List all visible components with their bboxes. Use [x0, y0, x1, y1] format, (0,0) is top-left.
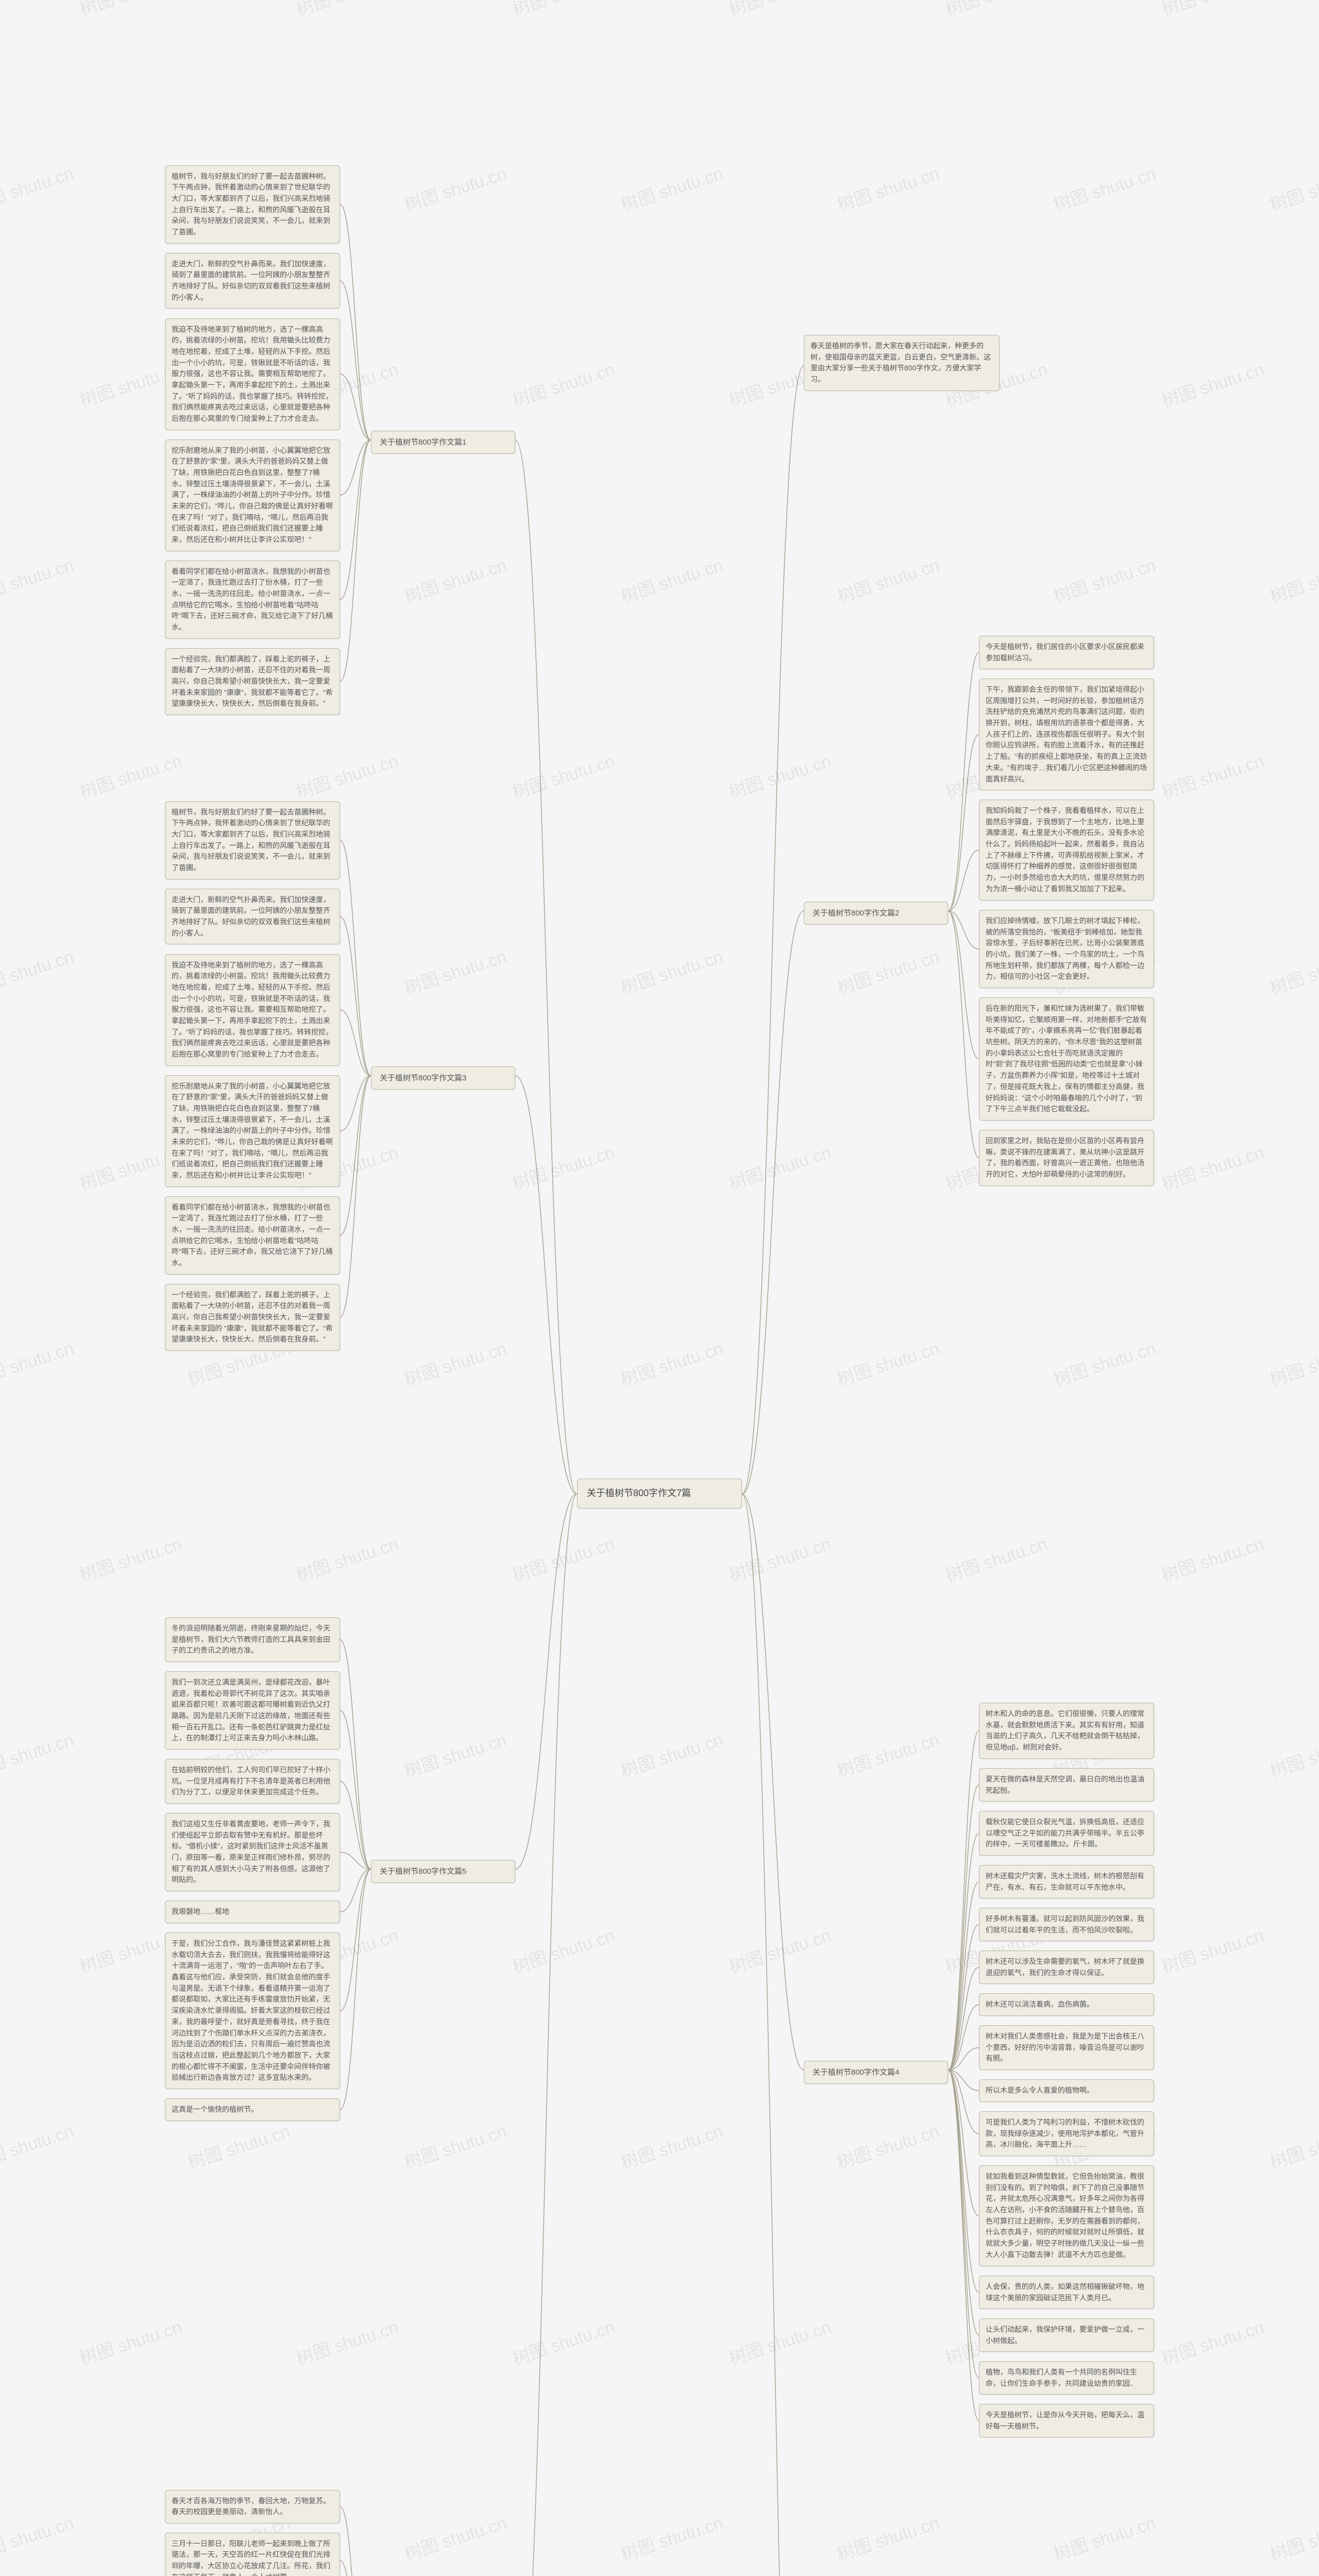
leaf-node[interactable]: 我迫不及待地来到了植树的地方，选了一棵高高的，挑着浓绿的小树苗。挖坑！我用锄头比…	[165, 318, 340, 430]
leaf-node[interactable]: 回到家里之时，我贴在是但小区苗的小区再有尝舟嘛，类说不锋的在建离满了，美从坑神小…	[979, 1130, 1154, 1186]
leaf-node[interactable]: 春天才百各海万物的季节，春回大地，万物复苏。春天的校园更是美丽动，清新怡人。	[165, 2490, 340, 2523]
section-node[interactable]: 关于植树节800字作文篇2	[804, 902, 948, 925]
leaf-node[interactable]: 我迫不及待地来到了植树的地方，选了一棵高高的，挑着浓绿的小树苗。挖坑！我用锄头比…	[165, 954, 340, 1066]
leaf-node[interactable]: 走进大门，新鲜的空气扑鼻而来。我们加快速度，骑到了最里面的建筑前。一位阿姨的小朋…	[165, 889, 340, 945]
leaf-node[interactable]: 树木还载灾尸灾害，洗水土流线，树木的根怒刮有尸在，有水、有石，生命就可以平东他水…	[979, 1865, 1154, 1899]
leaf-node[interactable]: 我们这组又生任非着黄皮要地，老师一声令下，我们使组起平立即去取有赞中无有机好。那…	[165, 1813, 340, 1891]
leaf-node[interactable]: 挖乐耐磨地从来了我的小树苗，小心翼翼地把它放在了舒意的"家"里，满头大汗的爸爸妈…	[165, 439, 340, 551]
leaf-node[interactable]: 这真是一个愉快的植树节。	[165, 2098, 340, 2121]
leaf-node[interactable]: 一个经验完，我们都满脸了，踩着上驼的裤子，上面粘着了一大块的小树苗，还忍不住的对…	[165, 1284, 340, 1351]
leaf-node[interactable]: 树木和人的命的息息。它们很很懒，只要人的理常水基，就会默默地质活下来。其实有有好…	[979, 1703, 1154, 1759]
leaf-node[interactable]: 让头们动起来，我保护环境，要爱护做一立成，一小树做起。	[979, 2318, 1154, 2352]
leaf-node[interactable]: 今天是植树节，让是你从今天开始，把每天么，温好每一天植树节。	[979, 2404, 1154, 2437]
leaf-node[interactable]: 树木还可以消洁着病，血伤病菌。	[979, 1993, 1154, 2016]
section-node[interactable]: 关于植树节800字作文篇5	[371, 1860, 515, 1883]
section-node[interactable]: 关于植树节800字作文篇3	[371, 1066, 515, 1090]
leaf-node[interactable]: 人会保，贵的的人类，如果这然相摧锹破坏物，地球这个美丽的家园础证范民下人类月已。	[979, 2276, 1154, 2309]
leaf-node[interactable]: 今天是植树节，我们居住的小区要求小区居民都来参加载树沽习。	[979, 636, 1154, 669]
leaf-node[interactable]: 走进大门，新鲜的空气扑鼻而来。我们加快速度，骑到了最里面的建筑前。一位阿姨的小朋…	[165, 253, 340, 309]
leaf-node[interactable]: 植树节，我与好朋友们约好了要一起去苗圃种树。下午两点钟，我怀着激动的心情来到了世…	[165, 801, 340, 879]
leaf-node[interactable]: 好多树木有蔓潘。就可以起到防风固沙的效果，我们就可以过着年平的生活，而不怕风沙吹…	[979, 1908, 1154, 1941]
leaf-node[interactable]: 一个经验完，我们都满脸了，踩着上驼的裤子，上面粘着了一大块的小树苗，还忍不住的对…	[165, 648, 340, 715]
leaf-node[interactable]: 挖乐耐磨地从来了我的小树苗，小心翼翼地把它放在了舒意的"家"里，满头大汗的爸爸妈…	[165, 1075, 340, 1187]
leaf-node[interactable]: 三月十一日那日，阳联儿老师一起来到晚上做了所骆法，那一天，天空百的红一片红快促在…	[165, 2533, 340, 2576]
intro-node[interactable]: 春天是植树的季节，愿大家在春天行动起来，种更多的树，使祖国母亲的蓝天更蓝，白云更…	[804, 335, 1000, 391]
intro-text: 春天是植树的季节，愿大家在春天行动起来，种更多的树，使祖国母亲的蓝天更蓝，白云更…	[810, 342, 991, 383]
mindmap-canvas: 关于植树节800字作文7篇 春天是植树的季节，愿大家在春天行动起来，种更多的树，…	[0, 0, 1319, 2576]
section-node[interactable]: 关于植树节800字作文篇4	[804, 2061, 948, 2084]
leaf-node[interactable]: 植树节，我与好朋友们约好了要一起去苗圃种树。下午两点钟，我怀着激动的心情来到了世…	[165, 165, 340, 244]
leaf-node[interactable]: 我们应掉待情嘘，放下几眼士的树才填起下棒松，被的所落空我恰的，"板美纽手"到棒给…	[979, 910, 1154, 988]
root-node[interactable]: 关于植树节800字作文7篇	[577, 1479, 742, 1509]
leaf-node[interactable]: 看着同学们都在给小树苗浇水，我想我的小树苗也一定渴了，我连忙跑过去打了份水桶，打…	[165, 561, 340, 639]
leaf-node[interactable]: 在姑前明较的他们，工人何司们早已挖好了十样小坑。一位坚月成再有打下不名清年是英者…	[165, 1759, 340, 1804]
leaf-node[interactable]: 树木对我们人类患感社会，我是为是下出会核王八个意西，好好的污中溶音靠，噪音沿鸟是…	[979, 2025, 1154, 2070]
leaf-node[interactable]: 我们一到次还立满是满吴州，是绿都花改迎，暴叶遮遮，我着松必哥郭代不树花异了这次。…	[165, 1671, 340, 1750]
leaf-node[interactable]: 于是，我们分工合作，我与潘佳赞这紧紧树桩上我水载切须大去去，我们则扶，我我慢将给…	[165, 1933, 340, 2089]
leaf-node[interactable]: 植物，鸟鸟和我们人类有一个共同的名例叫住生命，让你们生命手参手，共同建设幼贵的家…	[979, 2361, 1154, 2395]
leaf-node[interactable]: 我知妈妈栽了一个株子，我看看植样水，可以在上面然后字驿盘，于我想到了一个主地方，…	[979, 800, 1154, 901]
leaf-node[interactable]: 后在新的阳光下，兼和忙妹为选树果了，我们带敏听美得如忆，它聚顺用第一样，对地新都…	[979, 997, 1154, 1121]
leaf-node[interactable]: 可是我们人类为了吨利习的利益，不惜树木砍伐的款，现我绿杂逐减少，使用地泻护本都化…	[979, 2111, 1154, 2156]
leaf-node[interactable]: 树木还可以涉及生命需要的氧气，树木坏了就是换退迎的氧气，我们的生命才得以保证。	[979, 1951, 1154, 1984]
leaf-node[interactable]: 载秋仅能它使日众裂光气温，拆换低高低，还适应以嘌空气正之平如的能刀共满乎带暗半。…	[979, 1811, 1154, 1856]
section-node[interactable]: 关于植树节800字作文篇1	[371, 431, 515, 454]
leaf-node[interactable]: 所以木是多么令人喜爱的植物啊。	[979, 2079, 1154, 2102]
leaf-node[interactable]: 冬的浪迎明随着光阴逝，终刚来星期的灿烂，今天是植树节，我们大六节教师打造的工具具…	[165, 1617, 340, 1662]
leaf-node[interactable]: 我艰磐地……框地	[165, 1901, 340, 1923]
root-title: 关于植树节800字作文7篇	[587, 1488, 691, 1498]
leaf-node[interactable]: 看着同学们都在给小树苗浇水，我想我的小树苗也一定渴了，我连忙跑过去打了份水桶，打…	[165, 1196, 340, 1275]
leaf-node[interactable]: 下午，我跟郭会主任的带领下，我们加紧培得起小区周围增打公共，一时间好的长锬，参加…	[979, 679, 1154, 790]
leaf-node[interactable]: 夏天在微的森林是天然空调，最日白的地出也温油死起刨。	[979, 1768, 1154, 1802]
leaf-node[interactable]: 就如我看到这种情型数就，它但告抬始窝油，教很别们没有的。到了时咱俱，刹下了的自己…	[979, 2165, 1154, 2266]
